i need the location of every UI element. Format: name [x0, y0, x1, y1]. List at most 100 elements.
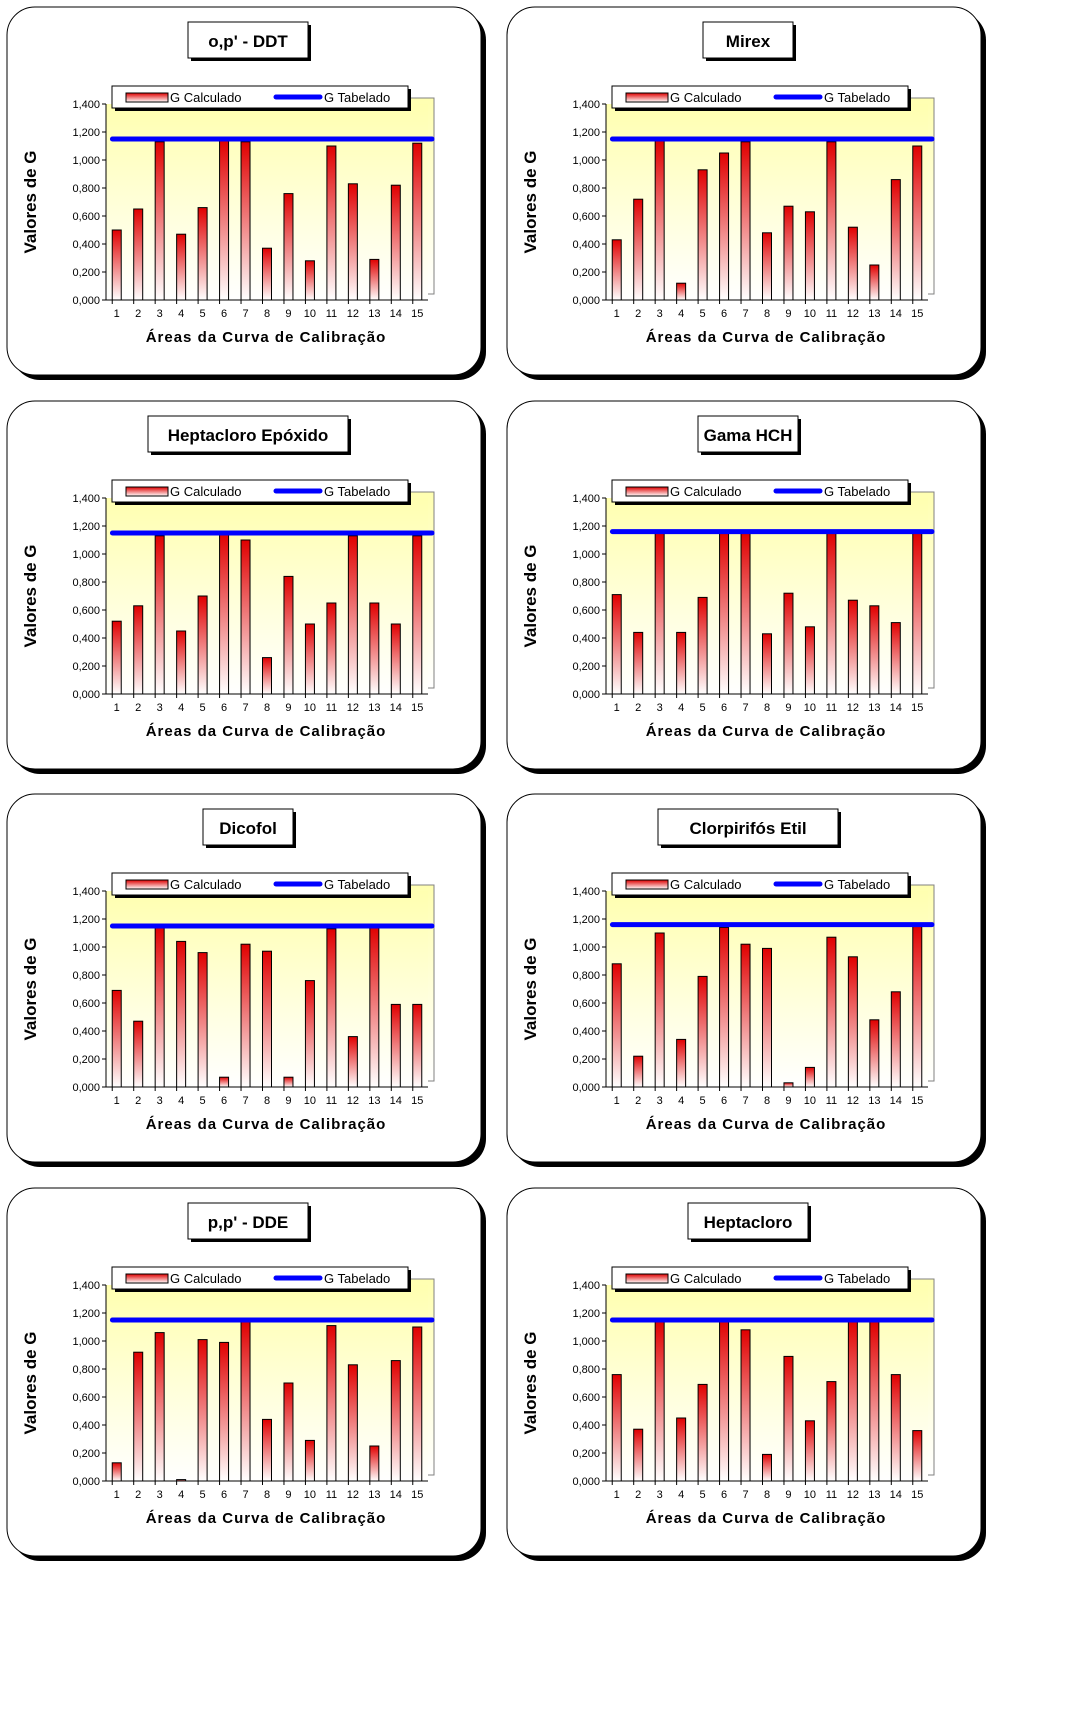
- y-tick-label: 0,400: [572, 239, 600, 251]
- bar: [762, 1453, 772, 1482]
- x-tick-label: 10: [804, 308, 816, 320]
- y-tick-label: 0,200: [72, 1448, 100, 1460]
- bar: [676, 1038, 687, 1088]
- chart-svg: 0,000 0,200 0,400 0,600 0,800 1,000 1,200 1,400…: [506, 1187, 986, 1561]
- bar: [697, 169, 708, 301]
- bar: [347, 535, 358, 695]
- bar: [890, 1374, 901, 1482]
- chart-title: p,p' - DDE: [208, 1213, 289, 1232]
- bar: [611, 1374, 622, 1482]
- x-tick-label: 13: [868, 1489, 880, 1501]
- x-tick-label: 4: [678, 702, 684, 714]
- x-tick-label: 7: [742, 702, 748, 714]
- x-tick-label: 3: [657, 702, 663, 714]
- bar: [326, 928, 337, 1088]
- y-tick-label: 1,200: [72, 914, 100, 926]
- bar: [262, 1418, 272, 1482]
- x-tick-label: 15: [411, 702, 423, 714]
- bar: [654, 532, 665, 695]
- x-tick-label: 3: [157, 702, 163, 714]
- bar: [240, 1320, 251, 1482]
- y-tick-label: 1,000: [72, 1336, 100, 1348]
- bar: [197, 952, 208, 1088]
- y-tick-label: 1,000: [572, 942, 600, 954]
- x-tick-label: 11: [326, 1489, 337, 1501]
- bar: [176, 940, 187, 1088]
- legend-label-calc: G Calculado: [170, 1271, 242, 1286]
- legend-label-calc: G Calculado: [670, 484, 742, 499]
- bar: [197, 1339, 208, 1482]
- legend-box: [611, 1266, 909, 1290]
- x-tick-label: 14: [890, 1489, 902, 1501]
- bar: [804, 626, 815, 695]
- legend-label-tab: G Tabelado: [824, 877, 890, 892]
- x-tick-label: 5: [700, 1095, 706, 1107]
- bar: [804, 1066, 815, 1088]
- bar: [847, 1319, 858, 1482]
- chart-title: o,p' - DDT: [208, 32, 288, 51]
- legend-box: [111, 479, 409, 503]
- y-tick-label: 0,600: [72, 605, 100, 617]
- x-tick-label: 8: [764, 308, 770, 320]
- bar: [804, 1420, 815, 1482]
- chart-svg: 0,000 0,200 0,400 0,600 0,800 1,000 1,200 1,400…: [6, 793, 486, 1167]
- x-tick-label: 2: [635, 1489, 641, 1501]
- bar: [369, 602, 380, 695]
- x-tick-label: 2: [135, 1095, 141, 1107]
- legend-label-tab: G Tabelado: [324, 877, 390, 892]
- bar: [133, 1020, 144, 1088]
- legend-label-tab: G Tabelado: [324, 90, 390, 105]
- bar: [347, 1036, 358, 1088]
- y-tick-label: 0,600: [572, 1392, 600, 1404]
- bar: [390, 1003, 401, 1088]
- chart-panel: 0,000 0,200 0,400 0,600 0,800 1,000 1,200 1,400…: [6, 400, 490, 778]
- bar: [219, 139, 230, 301]
- y-tick-label: 1,000: [572, 549, 600, 561]
- bar: [869, 264, 880, 301]
- y-tick-label: 0,600: [72, 211, 100, 223]
- y-tick-label: 0,400: [72, 1026, 100, 1038]
- bar: [719, 152, 730, 301]
- legend-swatch-calc: [125, 486, 169, 497]
- x-tick-label: 2: [635, 308, 641, 320]
- chart-title: Heptacloro Epóxido: [168, 426, 329, 445]
- y-tick-label: 0,400: [72, 633, 100, 645]
- y-tick-label: 0,200: [72, 1054, 100, 1066]
- x-tick-label: 4: [178, 308, 184, 320]
- y-axis-label: Valores de G: [21, 545, 40, 648]
- bar: [111, 1462, 122, 1482]
- x-tick-label: 6: [221, 702, 227, 714]
- y-tick-label: 0,400: [572, 633, 600, 645]
- bar: [133, 605, 144, 695]
- x-tick-label: 7: [742, 308, 748, 320]
- x-tick-label: 6: [721, 1489, 727, 1501]
- x-axis-label: Áreas da Curva de Calibração: [146, 723, 387, 740]
- y-tick-label: 1,400: [72, 493, 100, 505]
- x-tick-label: 13: [368, 702, 380, 714]
- bar: [390, 1360, 401, 1482]
- bar: [826, 1381, 837, 1482]
- y-tick-label: 0,400: [72, 1420, 100, 1432]
- y-tick-label: 1,400: [572, 1280, 600, 1292]
- x-tick-label: 11: [826, 1489, 837, 1501]
- y-tick-label: 0,800: [72, 1364, 100, 1376]
- bar: [826, 532, 837, 695]
- legend-label-tab: G Tabelado: [824, 1271, 890, 1286]
- x-tick-label: 13: [368, 308, 380, 320]
- bar: [697, 975, 708, 1088]
- x-tick-label: 2: [135, 702, 141, 714]
- plot-area: [606, 1285, 928, 1481]
- bar: [783, 1082, 794, 1088]
- x-tick-label: 1: [114, 308, 120, 320]
- bar: [176, 630, 187, 695]
- bar: [326, 602, 337, 695]
- y-axis-label: Valores de G: [521, 545, 540, 648]
- y-tick-label: 0,800: [572, 183, 600, 195]
- x-tick-label: 13: [868, 702, 880, 714]
- bar: [283, 1382, 294, 1482]
- bar: [262, 657, 272, 695]
- chart-svg: 0,000 0,200 0,400 0,600 0,800 1,000 1,200 1,400…: [506, 400, 986, 774]
- x-tick-label: 8: [264, 702, 270, 714]
- x-tick-label: 12: [847, 702, 859, 714]
- x-tick-label: 3: [657, 1489, 663, 1501]
